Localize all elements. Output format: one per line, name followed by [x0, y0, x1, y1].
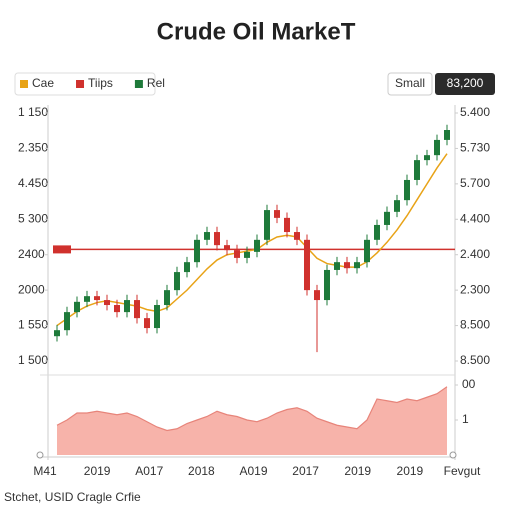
candle-body [54, 330, 60, 337]
legend-box [14, 72, 156, 96]
footer: Stchet, USID Cragle Crfie [4, 490, 141, 504]
candle-body [324, 269, 330, 301]
candle-body [334, 262, 340, 270]
reference-marker [53, 245, 71, 254]
y-tick-label: 1 500 [18, 353, 48, 367]
candle-body [194, 239, 200, 263]
candle-body [374, 224, 380, 240]
candle-body [314, 290, 320, 301]
candle-body [394, 200, 400, 212]
legend-swatch [134, 80, 143, 88]
candle-body [414, 160, 420, 180]
y2-tick-label: 8.500 [460, 353, 490, 367]
x-tick-label: Fevgut [444, 464, 481, 478]
candle-body [404, 179, 410, 201]
candle-body [294, 232, 300, 240]
moving-average [56, 153, 448, 327]
candle-body [354, 262, 360, 269]
candle-body [224, 245, 230, 251]
candle-body [284, 217, 290, 233]
candle-body [234, 250, 240, 258]
candle-body [134, 300, 140, 319]
price-badge-label[interactable]: 83,200 [447, 76, 484, 90]
legend-label: Tiips [88, 76, 113, 90]
candle-body [174, 272, 180, 291]
chart-title: Crude Oil MarkeT [157, 18, 356, 45]
y-tick-label: 2000 [18, 282, 45, 296]
candle-body [74, 301, 80, 313]
legend-label: Cae [32, 76, 54, 90]
x-tick-label: A017 [135, 464, 163, 478]
x-tick-label: M41 [33, 464, 57, 478]
candle-body [94, 296, 100, 301]
x-tick-label: 2019 [397, 464, 424, 478]
candle-body [184, 262, 190, 273]
x-tick-label: A019 [239, 464, 267, 478]
y-tick-label: 1 150 [18, 105, 48, 119]
candle-body [384, 211, 390, 225]
x-tick-label: 2019 [84, 464, 111, 478]
x-tick-label: 2018 [188, 464, 215, 478]
y2-tick-label: 5.700 [460, 176, 490, 190]
candle-body [444, 130, 450, 140]
x-tick-label: 2017 [292, 464, 319, 478]
candle-body [214, 232, 220, 246]
y-tick-label: 1 550 [18, 318, 48, 332]
y-tick-label: 5 300 [18, 211, 48, 225]
y-tick-label: 2.350 [18, 141, 48, 155]
legend-swatch [20, 80, 28, 88]
candle-body [204, 232, 210, 240]
volume-tick-label: 1 [462, 412, 469, 426]
candle-body [154, 305, 160, 329]
candle-body [114, 305, 120, 313]
x-tick-label: 2019 [344, 464, 371, 478]
y-tick-label: 2400 [18, 247, 45, 261]
candle-body [304, 239, 310, 291]
axis-dot [36, 451, 44, 459]
candle-body [164, 290, 170, 306]
candle-body [264, 210, 270, 240]
legend-swatch [76, 80, 85, 88]
y2-tick-label: 8.500 [460, 318, 490, 332]
price-badge[interactable] [435, 73, 495, 95]
y2-tick-label: 2.300 [460, 282, 490, 296]
candle-body [144, 318, 150, 329]
candle-body [364, 239, 370, 263]
candle-body [344, 262, 350, 269]
candle-body [124, 300, 130, 313]
y2-tick-label: 2.400 [460, 247, 490, 261]
candle-body [254, 239, 260, 252]
candle-body [274, 210, 280, 218]
candle-body [64, 312, 70, 331]
candle-body [104, 300, 110, 306]
candle-body [434, 139, 440, 156]
candle-body [244, 251, 250, 258]
axis-dot [449, 451, 457, 459]
volume-tick-label: 00 [462, 377, 476, 391]
y2-tick-label: 5.730 [460, 141, 490, 155]
small-button[interactable] [387, 72, 433, 96]
volume-line [56, 386, 448, 432]
candle-body [424, 155, 430, 161]
y-tick-label: 4.450 [18, 176, 48, 190]
small-button-label[interactable]: Small [395, 76, 425, 90]
candle-body [84, 296, 90, 302]
y2-tick-label: 5.400 [460, 105, 490, 119]
legend-label: Rel [147, 76, 165, 90]
y2-tick-label: 4.400 [460, 211, 490, 225]
